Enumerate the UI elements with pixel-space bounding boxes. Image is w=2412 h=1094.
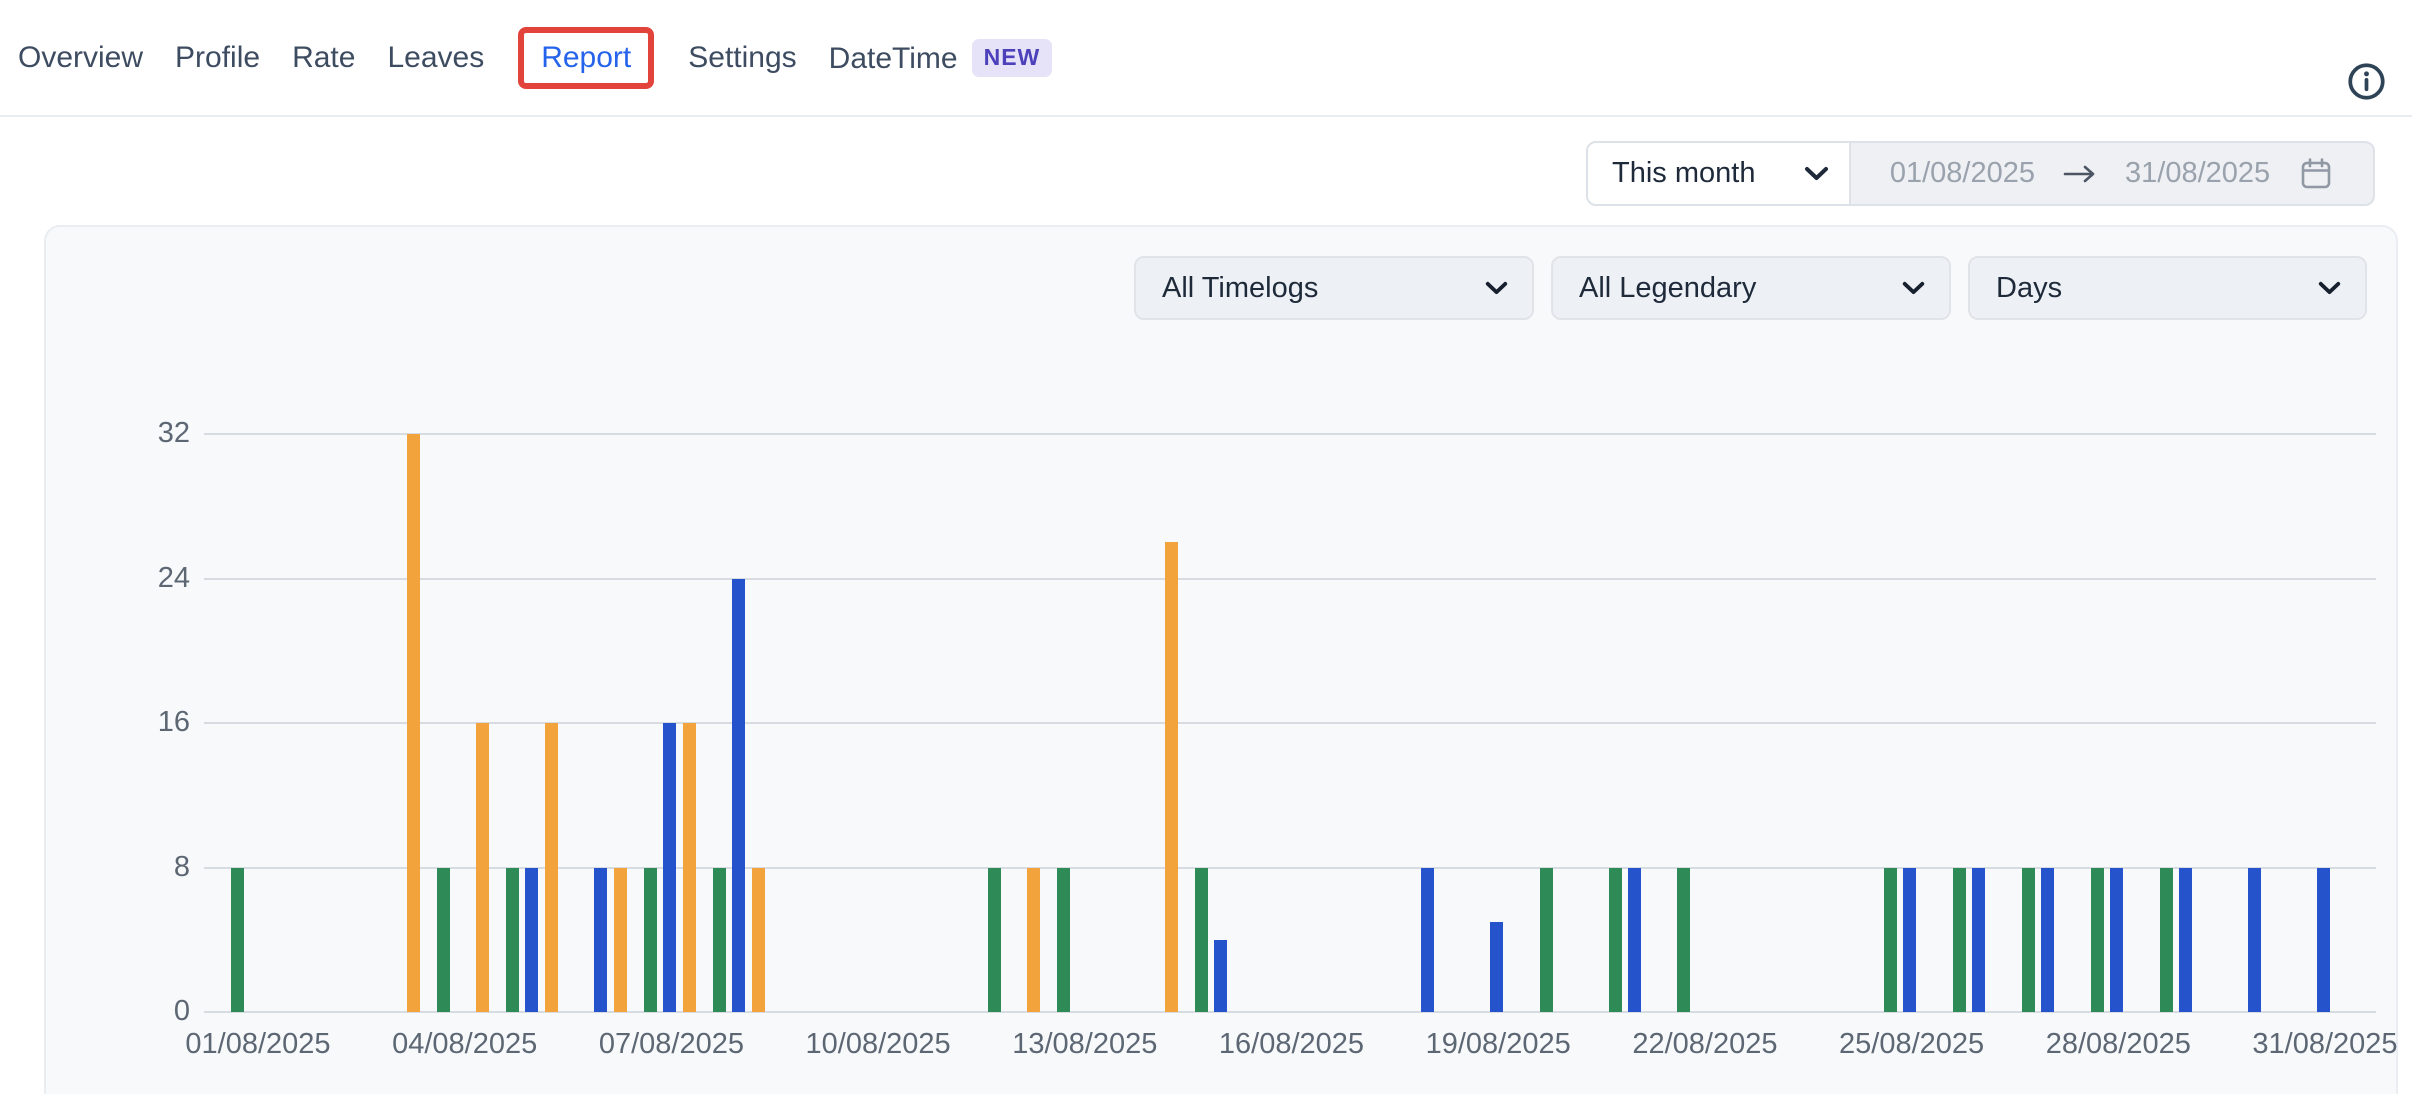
chevron-down-icon <box>2318 281 2341 295</box>
bar-green-04-08-2025 <box>437 867 451 1012</box>
x-axis-tick-28-08-2025: 28/08/2025 <box>2045 1028 2191 1060</box>
bar-orange-04-08-2025 <box>476 723 490 1012</box>
bar-green-21-08-2025 <box>1608 867 1622 1012</box>
filter-dropdown-all-legendary[interactable]: All Legendary <box>1551 256 1951 320</box>
bar-blue-21-08-2025 <box>1627 867 1641 1012</box>
nav-item-rate[interactable]: Rate <box>292 40 356 74</box>
filter-label: All Legendary <box>1579 271 1757 304</box>
bar-blue-06-08-2025 <box>594 867 607 1012</box>
x-axis-tick-16-08-2025: 16/08/2025 <box>1218 1028 1365 1060</box>
nav-item-profile[interactable]: Profile <box>175 40 261 74</box>
filter-dropdown-days[interactable]: Days <box>1968 256 2367 320</box>
date-end[interactable]: 31/08/2025 <box>2125 157 2271 189</box>
gridline-y-16 <box>204 722 2376 724</box>
gridline-y-0 <box>204 1011 2376 1013</box>
y-axis-tick-16: 16 <box>157 706 190 738</box>
bar-green-08-08-2025 <box>712 867 726 1012</box>
bar-green-13-08-2025 <box>1057 867 1071 1012</box>
bar-green-07-08-2025 <box>643 867 657 1012</box>
date-preset-label: This month <box>1612 157 1756 189</box>
bar-green-12-08-2025 <box>988 867 1002 1012</box>
bar-green-15-08-2025 <box>1195 867 1209 1012</box>
bar-green-05-08-2025 <box>506 867 520 1012</box>
bar-green-29-08-2025 <box>2159 867 2173 1012</box>
bar-orange-08-08-2025 <box>751 867 765 1012</box>
nav-bar: Overview Profile Rate Leaves Report Settings D… <box>0 0 2412 117</box>
gridline-y-8 <box>204 866 2376 869</box>
x-axis-tick-25-08-2025: 25/08/2025 <box>1839 1028 1985 1060</box>
y-axis-tick-32: 32 <box>157 417 190 449</box>
nav-item-leaves[interactable]: Leaves <box>387 40 485 74</box>
y-axis-tick-24: 24 <box>157 561 190 594</box>
x-axis-tick-07-08-2025: 07/08/2025 <box>598 1028 744 1060</box>
nav-item-settings[interactable]: Settings <box>688 40 797 74</box>
bar-blue-05-08-2025 <box>525 867 539 1012</box>
bar-blue-08-08-2025 <box>731 578 745 1012</box>
calendar-icon[interactable] <box>2298 156 2334 192</box>
bar-orange-14-08-2025 <box>1165 542 1179 1012</box>
x-axis-tick-19-08-2025: 19/08/2025 <box>1425 1028 1571 1060</box>
new-badge: NEW <box>971 38 1053 77</box>
chevron-down-icon <box>1902 281 1925 295</box>
x-axis-tick-31-08-2025: 31/08/2025 <box>2252 1028 2398 1060</box>
bar-green-28-08-2025 <box>2090 867 2104 1012</box>
bar-orange-03-08-2025 <box>407 434 421 1012</box>
bar-blue-15-08-2025 <box>1214 939 1228 1012</box>
bar-orange-06-08-2025 <box>614 867 627 1012</box>
info-icon[interactable] <box>2347 62 2386 101</box>
bar-blue-25-08-2025 <box>1903 867 1917 1012</box>
bar-orange-12-08-2025 <box>1027 867 1041 1012</box>
x-axis-tick-22-08-2025: 22/08/2025 <box>1632 1028 1778 1060</box>
bar-blue-30-08-2025 <box>2247 867 2261 1012</box>
x-axis-tick-13-08-2025: 13/08/2025 <box>1012 1028 1158 1060</box>
x-axis-tick-10-08-2025: 10/08/2025 <box>805 1028 951 1060</box>
bar-green-27-08-2025 <box>2021 867 2035 1012</box>
filter-dropdown-all-timelogs[interactable]: All Timelogs <box>1134 256 1534 320</box>
bar-blue-29-08-2025 <box>2178 867 2192 1012</box>
date-preset-dropdown[interactable]: This month <box>1586 141 1851 206</box>
bar-blue-07-08-2025 <box>662 723 676 1012</box>
bar-blue-31-08-2025 <box>2316 867 2330 1012</box>
nav-item-overview[interactable]: Overview <box>18 40 144 74</box>
bar-green-26-08-2025 <box>1953 867 1966 1012</box>
nav-item-report[interactable]: Report <box>518 26 655 89</box>
x-axis-tick-04-08-2025: 04/08/2025 <box>392 1028 538 1060</box>
gridline-y-24 <box>204 577 2376 580</box>
bar-green-20-08-2025 <box>1539 867 1553 1012</box>
chevron-down-icon <box>1485 281 1508 295</box>
bar-green-25-08-2025 <box>1884 867 1898 1012</box>
nav-items: Overview Profile Rate Leaves Report Settings D… <box>18 0 1053 115</box>
bar-blue-28-08-2025 <box>2109 867 2123 1012</box>
x-axis-tick-01-08-2025: 01/08/2025 <box>185 1028 331 1060</box>
bar-orange-07-08-2025 <box>682 723 696 1012</box>
filter-label: All Timelogs <box>1162 271 1319 304</box>
y-axis-tick-8: 8 <box>173 850 190 883</box>
nav-item-datetime[interactable]: DateTime NEW <box>829 38 1053 77</box>
date-range-input[interactable]: 01/08/2025 31/08/2025 <box>1851 141 2375 206</box>
bar-blue-26-08-2025 <box>1972 867 1985 1012</box>
y-axis-tick-0: 0 <box>173 995 190 1027</box>
bar-green-22-08-2025 <box>1677 867 1691 1012</box>
arrow-right-icon <box>2063 165 2095 182</box>
gridline-y-32 <box>204 433 2376 435</box>
chevron-down-icon <box>1805 167 1828 180</box>
bar-blue-19-08-2025 <box>1489 921 1503 1012</box>
date-start[interactable]: 01/08/2025 <box>1889 157 2035 189</box>
bar-orange-05-08-2025 <box>545 723 559 1012</box>
filter-label: Days <box>1996 271 2063 304</box>
bar-blue-27-08-2025 <box>2040 867 2054 1012</box>
bar-green-01-08-2025 <box>230 867 244 1012</box>
bar-blue-18-08-2025 <box>1420 867 1434 1012</box>
